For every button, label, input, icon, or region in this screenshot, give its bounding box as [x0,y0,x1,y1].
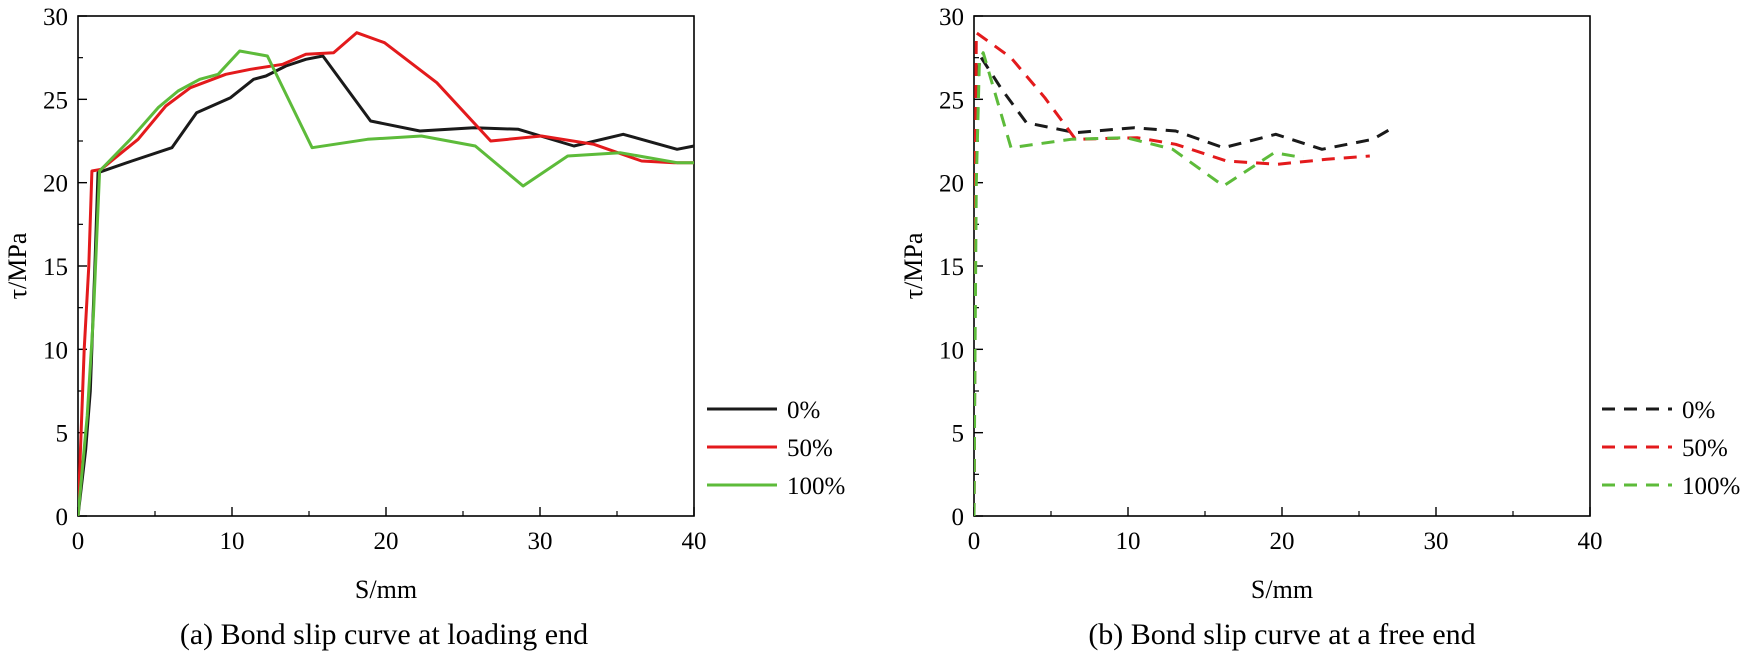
y-tick-label: 5 [56,421,69,448]
figure-caption: (b) Bond slip curve at a free end [1088,618,1475,651]
y-tick-label: 30 [43,4,68,31]
plot-frame [973,15,1591,517]
figure-caption: (a) Bond slip curve at loading end [180,618,588,651]
x-axis-title: S/mm [1251,575,1313,604]
x-axis-title: S/mm [355,575,417,604]
panel-a: 0 10 20 30 40 0 5 10 15 20 25 30 0% 50% 100% S/mm τ/MPa (… [3,4,845,651]
y-tick-label: 15 [43,254,68,281]
y-tick-label: 5 [952,421,965,448]
y-tick-label: 0 [952,504,965,531]
legend-label: 100% [787,473,845,500]
panel-b: 0 10 20 30 40 0 5 10 15 20 25 30 0% 50% 100% S/mm τ/MPa (… [899,4,1740,651]
x-tick-label: 10 [220,528,245,555]
series-line-50pct [974,31,1370,516]
y-tick-label: 20 [43,171,68,198]
legend-label: 0% [787,397,820,424]
y-tick-label: 0 [56,504,69,531]
x-tick-label: 30 [528,528,553,555]
x-tick-label: 20 [1270,528,1295,555]
y-tick-label: 25 [43,87,68,114]
y-tick-label: 10 [939,337,964,364]
x-tick-label: 20 [374,528,399,555]
x-tick-label: 30 [1424,528,1449,555]
series-line-0pct [974,54,1394,516]
series-group [78,31,695,516]
x-tick-label: 40 [1578,528,1603,555]
y-tick-label: 10 [43,337,68,364]
y-axis-title: τ/MPa [3,232,32,299]
y-tick-label: 15 [939,254,964,281]
series-line-100pct [974,51,1304,516]
legend-label: 0% [1682,397,1715,424]
y-tick-label: 20 [939,171,964,198]
series-line-100pct [78,49,694,516]
x-tick-label: 0 [72,528,85,555]
y-tick-label: 30 [939,4,964,31]
legend-label: 100% [1682,473,1740,500]
legend-label: 50% [1682,435,1728,462]
series-line-50pct [78,31,694,516]
legend-label: 50% [787,435,833,462]
series-group [974,31,1394,516]
x-tick-label: 10 [1116,528,1141,555]
y-tick-label: 25 [939,87,964,114]
x-tick-label: 40 [682,528,707,555]
series-line-0pct [78,54,695,516]
x-tick-label: 0 [968,528,981,555]
y-axis-title: τ/MPa [899,232,928,299]
plot-frame [77,15,695,517]
